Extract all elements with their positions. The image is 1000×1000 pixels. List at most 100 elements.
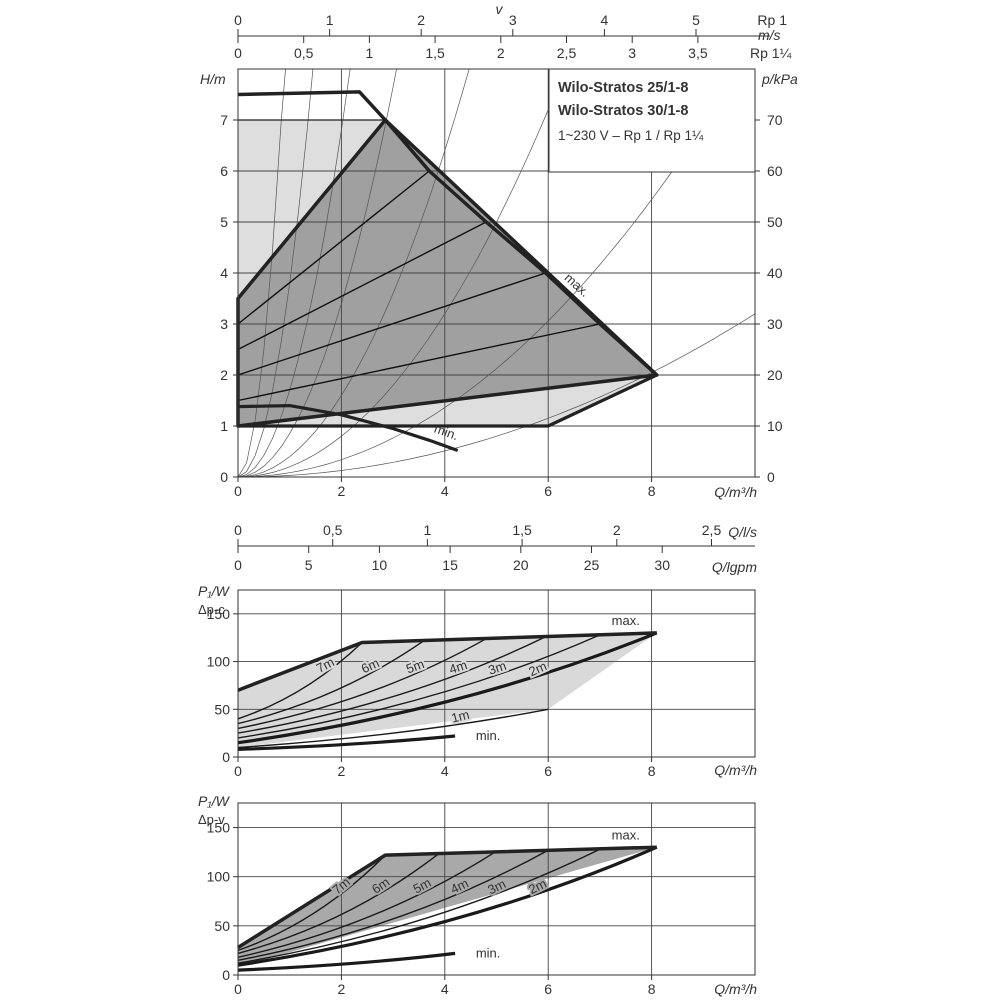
q-tick-label: 8 xyxy=(648,981,656,997)
power-curve xyxy=(237,638,487,730)
q-axis-label-2: Q/m³/h xyxy=(714,762,757,778)
p1-axis-label-1: P₁/W xyxy=(198,583,231,599)
rp114-tick-label: 3,5 xyxy=(688,45,708,61)
q-tick-label: 8 xyxy=(648,483,656,499)
p1-axis-label-2: P₁/W xyxy=(198,793,231,809)
power-curve xyxy=(237,854,386,952)
ls-tick-label: 2 xyxy=(613,522,621,538)
min-curve xyxy=(237,404,459,453)
lgpm-unit-label: Q/lgpm xyxy=(712,559,757,575)
flow-scales: Q/l/s Q/lgpm 0 0,5 1 1,5 2 2,5 0 5 10 15 20 25 30 xyxy=(234,522,757,575)
ls-tick-label: 1,5 xyxy=(512,522,532,538)
system-curve xyxy=(238,69,566,477)
velocity-scales: v Rp 1 m/s Rp 1¼ 0 1 2 3 4 5 0 0,5 1 1,5 2 2,5 3 3,5 xyxy=(234,1,791,61)
rp1-tick-label: 0 xyxy=(234,12,242,28)
q-axis-label-3: Q/m³/h xyxy=(714,981,757,997)
title-line-1: Wilo-Stratos 25/1-8 xyxy=(558,80,688,96)
rp114-tick-label: 3 xyxy=(628,45,636,61)
q-tick-label: 2 xyxy=(338,763,346,779)
dp-v-setpoint-line xyxy=(237,170,430,325)
w-tick-label: 150 xyxy=(207,606,231,622)
lgpm-tick-label: 30 xyxy=(654,557,670,573)
system-curves xyxy=(238,69,755,477)
power-curve xyxy=(237,848,601,964)
p-tick-label: 70 xyxy=(767,112,783,128)
h-tick-label: 6 xyxy=(220,163,228,179)
power-curve xyxy=(237,852,441,955)
ls-tick-label: 1 xyxy=(424,522,432,538)
w-tick-label: 50 xyxy=(214,918,230,934)
system-curve xyxy=(238,69,740,477)
power-curve xyxy=(237,850,497,958)
power-curve xyxy=(237,951,456,972)
dp-v-setpoint-line xyxy=(237,221,487,351)
rp1-tick-label: 1 xyxy=(326,12,334,28)
system-curve xyxy=(238,313,755,477)
system-curve xyxy=(238,69,314,477)
max-curve xyxy=(237,90,658,377)
w-tick-label: 100 xyxy=(207,654,231,670)
p-tick-label: 50 xyxy=(767,214,783,230)
w-tick-label: 0 xyxy=(222,749,230,765)
ms-unit-label: m/s xyxy=(758,27,781,43)
ls-tick-label: 0,5 xyxy=(323,522,343,538)
p-tick-label: 10 xyxy=(767,418,783,434)
rp1-tick-label: 5 xyxy=(692,12,700,28)
h-tick-label: 7 xyxy=(220,112,228,128)
rp114-tick-label: 2 xyxy=(497,45,505,61)
q-tick-label: 2 xyxy=(338,483,346,499)
w-tick-label: 0 xyxy=(222,967,230,983)
power-curve xyxy=(237,636,546,734)
q-tick-label: 0 xyxy=(234,981,242,997)
max-label: max. xyxy=(612,613,640,628)
h-tick-label: 4 xyxy=(220,265,228,281)
ls-tick-label: 2,5 xyxy=(702,522,722,538)
power-curve xyxy=(237,849,549,961)
power-curve xyxy=(237,631,658,745)
h-tick-label: 2 xyxy=(220,367,228,383)
h-tick-label: 0 xyxy=(220,469,228,485)
max-power-curve xyxy=(237,631,657,692)
power-curve xyxy=(237,634,601,739)
system-curve xyxy=(238,69,351,477)
w-tick-label: 50 xyxy=(214,701,230,717)
lgpm-tick-label: 20 xyxy=(513,557,529,573)
max-power-curve xyxy=(237,845,657,949)
q-tick-label: 4 xyxy=(441,483,449,499)
power-envelope xyxy=(238,847,657,968)
p-tick-label: 60 xyxy=(767,163,783,179)
lgpm-tick-label: 5 xyxy=(305,557,313,573)
p-tick-label: 30 xyxy=(767,316,783,332)
dp-v-setpoint-line xyxy=(237,272,546,376)
h-tick-label: 1 xyxy=(220,418,228,434)
min-label: min. xyxy=(476,945,501,960)
p-axis-label: p/kPa xyxy=(761,71,798,87)
max-label: max. xyxy=(612,827,640,842)
title-line-2: Wilo-Stratos 30/1-8 xyxy=(558,103,688,119)
dpc-label: Δp-c xyxy=(198,602,225,617)
q-tick-label: 0 xyxy=(234,483,242,499)
power-curve xyxy=(237,734,456,751)
series-label: 1m xyxy=(450,707,471,726)
plot-frame xyxy=(237,802,756,976)
rp1-tick-label: 2 xyxy=(417,12,425,28)
rp114-tick-label: 1 xyxy=(366,45,374,61)
h-axis-label: H/m xyxy=(200,71,226,87)
power-curve xyxy=(237,708,549,749)
system-curve xyxy=(238,69,397,477)
dp-c-lower-outline xyxy=(238,373,658,428)
q-tick-label: 2 xyxy=(338,981,346,997)
rp114-scale-label: Rp 1¼ xyxy=(750,45,792,61)
title-line-3: 1~230 V – Rp 1 / Rp 1¼ xyxy=(558,128,704,143)
q-tick-label: 4 xyxy=(441,981,449,997)
lgpm-tick-label: 10 xyxy=(372,557,388,573)
dp-v-setpoint-line xyxy=(237,323,601,402)
title-box: Wilo-Stratos 25/1-8 Wilo-Stratos 30/1-8 … xyxy=(548,68,756,173)
power-curve xyxy=(237,845,658,967)
q-tick-label: 6 xyxy=(544,483,552,499)
q-tick-label: 8 xyxy=(648,763,656,779)
